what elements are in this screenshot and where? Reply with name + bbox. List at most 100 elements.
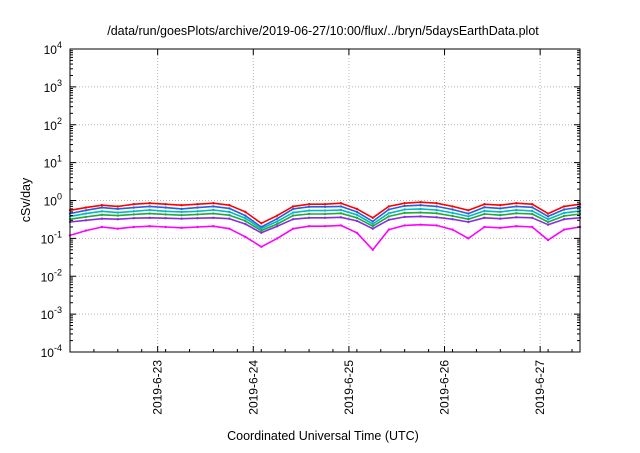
series-point — [546, 215, 550, 218]
series-point — [499, 217, 502, 220]
series-point — [228, 227, 231, 230]
series-point — [212, 205, 215, 208]
series-point — [339, 205, 343, 208]
series-point — [180, 226, 183, 229]
series-point — [244, 235, 247, 238]
series-point — [100, 206, 104, 209]
series-point — [562, 211, 566, 215]
series-point — [84, 212, 88, 215]
series-point — [228, 217, 231, 220]
series-point — [355, 210, 359, 214]
series-point — [100, 213, 104, 216]
y-tick-label: 103 — [44, 78, 62, 95]
series-point — [435, 208, 438, 212]
series-point — [387, 208, 390, 211]
series-point — [371, 227, 374, 230]
series-point — [531, 216, 534, 219]
series-point — [323, 209, 327, 212]
series-point — [84, 206, 88, 209]
series-point — [371, 248, 374, 251]
series-point — [403, 208, 406, 211]
series-point — [339, 216, 343, 219]
series-point — [116, 207, 120, 211]
chart-title: /data/run/goesPlots/archive/2019-06-27/1… — [107, 24, 539, 38]
series-point — [180, 207, 183, 211]
y-tick-label: 100 — [44, 192, 62, 209]
series-point — [435, 205, 438, 208]
series-point — [435, 212, 438, 215]
series-point — [483, 225, 486, 229]
series-point — [546, 212, 550, 215]
series-point — [180, 210, 183, 214]
series-point — [132, 206, 135, 209]
series-point — [291, 207, 295, 211]
series-point — [451, 211, 454, 215]
x-tick-label: 2019-6-26 — [438, 360, 452, 415]
series-point — [100, 225, 104, 229]
series-point — [355, 207, 359, 211]
series-point — [339, 202, 343, 205]
x-tick-label: 2019-6-25 — [342, 360, 356, 415]
series-point — [403, 211, 406, 215]
series-point — [451, 205, 454, 208]
series-point — [84, 215, 88, 219]
series-point — [562, 208, 566, 211]
series-point — [84, 219, 88, 222]
series-point — [562, 228, 566, 231]
y-tick-label: 10-3 — [41, 305, 62, 322]
series-point — [228, 210, 231, 214]
series-point — [148, 205, 151, 208]
series-point — [483, 212, 486, 216]
series-point — [499, 226, 502, 229]
series-point — [116, 205, 120, 208]
series-point — [100, 217, 104, 220]
series-point — [515, 208, 518, 212]
series-point — [355, 213, 359, 216]
series-point — [531, 212, 534, 216]
series-layer — [68, 201, 582, 251]
series-point — [546, 223, 550, 226]
series-point — [546, 238, 550, 242]
y-tick-label: 104 — [44, 40, 62, 57]
series-point — [355, 231, 359, 234]
series-point — [116, 218, 120, 221]
series-point — [84, 229, 88, 232]
series-point — [291, 227, 295, 230]
series-point — [355, 216, 359, 219]
series-point — [260, 231, 263, 234]
series-point — [435, 216, 438, 219]
series-point — [148, 208, 151, 212]
series-point — [132, 225, 135, 229]
series-point — [371, 225, 374, 228]
series-point — [562, 205, 566, 208]
series-point — [164, 203, 167, 206]
series-point — [531, 209, 534, 213]
series-point — [244, 210, 247, 214]
x-tick-label: 2019-6-27 — [533, 360, 547, 415]
series-point — [467, 220, 470, 224]
series-point — [403, 224, 406, 227]
series-point — [180, 217, 183, 220]
series-point — [196, 213, 199, 216]
y-axis-label: cSv/day — [19, 177, 33, 222]
series-point — [260, 245, 263, 248]
series-point — [212, 202, 215, 205]
series-point — [132, 203, 135, 206]
series-point — [403, 204, 406, 208]
series-point — [276, 225, 279, 228]
series-point — [132, 213, 135, 216]
series-point — [291, 211, 295, 214]
y-tick-label: 102 — [44, 116, 62, 133]
series-point — [307, 212, 311, 216]
series-point — [164, 225, 167, 229]
series-point — [244, 219, 247, 223]
series-point — [196, 225, 199, 229]
series-point — [467, 237, 470, 240]
series-point — [546, 220, 550, 224]
series-point — [387, 228, 390, 231]
series-point — [387, 218, 390, 221]
series-point — [228, 214, 231, 217]
series-point — [323, 205, 327, 208]
series-point — [499, 210, 502, 214]
